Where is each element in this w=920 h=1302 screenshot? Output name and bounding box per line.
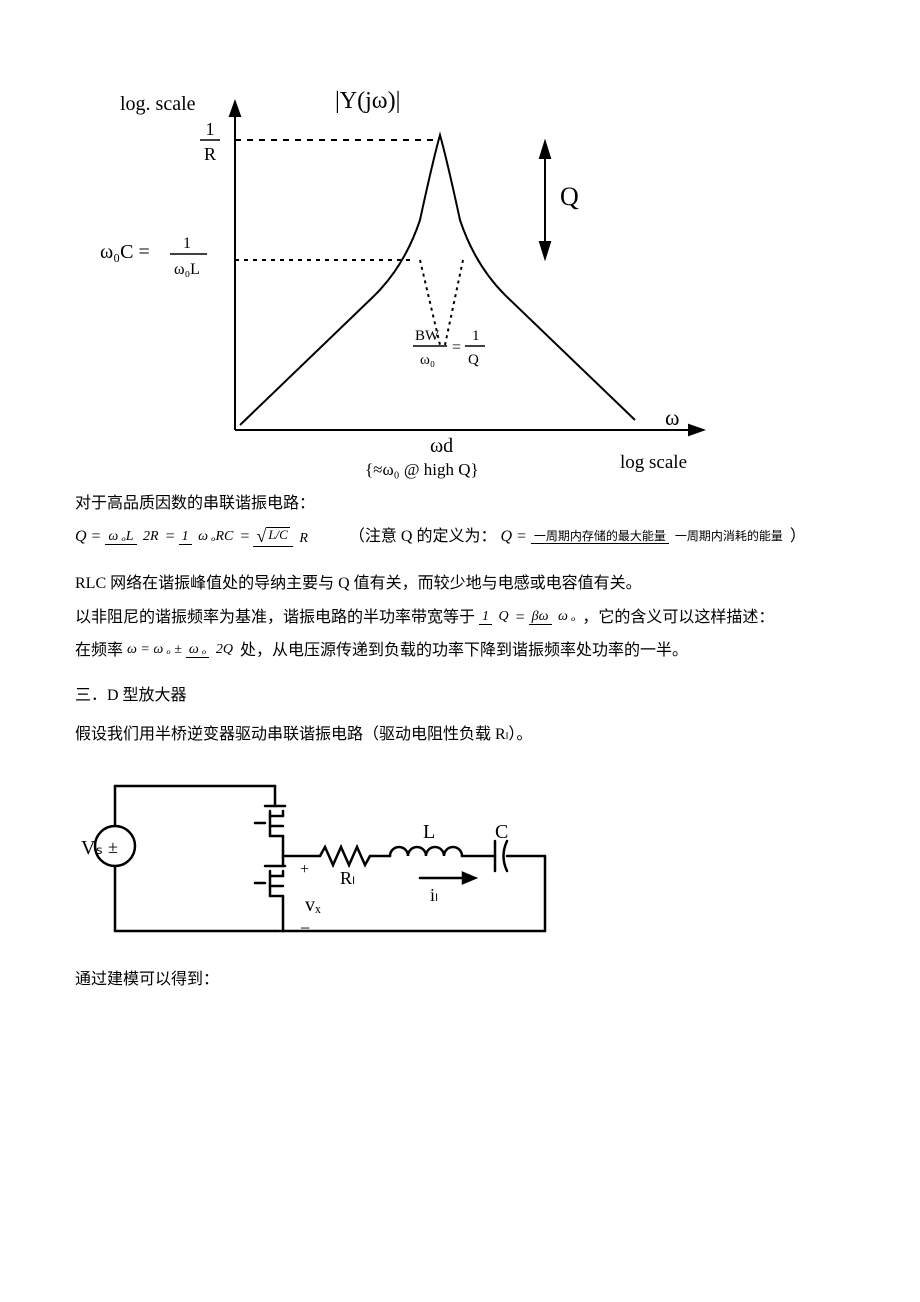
svg-text:±: ± bbox=[108, 837, 118, 857]
chart-title: |Y(jω)| bbox=[335, 88, 400, 114]
section-title-d-amp: 三．D 型放大器 bbox=[75, 682, 845, 709]
para-bandwidth: 以非阻尼的谐振频率为基准，谐振电路的半功率带宽等于 1 Q = βω ω ₒ ，… bbox=[75, 604, 845, 631]
para-model: 通过建模可以得到： bbox=[75, 966, 845, 993]
l-label: L bbox=[423, 821, 435, 843]
mid-label: ω₀C = bbox=[100, 241, 150, 263]
para-high-q: 对于高品质因数的串联谐振电路： bbox=[75, 490, 845, 517]
svg-text:ω₀L: ω₀L bbox=[174, 261, 200, 278]
para-assume: 假设我们用半桥逆变器驱动串联谐振电路（驱动电阻性负载 Rₗ）。 bbox=[75, 721, 845, 748]
svg-text:ω₀: ω₀ bbox=[420, 352, 435, 368]
svg-text:1: 1 bbox=[183, 235, 191, 252]
x-sub-label: {≈ω₀ @ high Q} bbox=[365, 460, 479, 479]
svg-text:R: R bbox=[204, 144, 216, 164]
figure-resonance-plot: log. scale |Y(jω)| 1 R ω₀C = 1 ω₀L Q BW … bbox=[75, 80, 845, 480]
svg-text:BW: BW bbox=[415, 328, 440, 344]
x-right-label: ω bbox=[665, 405, 679, 430]
xaxis-scale-label: log scale bbox=[620, 452, 687, 473]
vx-label: vₓ bbox=[305, 894, 321, 916]
svg-text:=: = bbox=[452, 339, 461, 356]
yaxis-scale-label: log. scale bbox=[120, 93, 196, 115]
c-label: C bbox=[495, 821, 508, 843]
rl-label: Rₗ bbox=[340, 868, 355, 888]
svg-text:+: + bbox=[300, 861, 309, 878]
para-rlc: RLC 网络在谐振峰值处的导纳主要与 Q 值有关，而较少地与电感或电容值有关。 bbox=[75, 570, 845, 597]
x-peak-label: ωd bbox=[430, 435, 453, 457]
il-label: iₗ bbox=[430, 885, 438, 905]
svg-text:−: − bbox=[300, 918, 310, 938]
svg-text:Q: Q bbox=[468, 352, 479, 368]
para-half-power: 在频率 ω = ω ₒ ± ω ₒ 2Q 处，从电压源传递到负载的功率下降到谐振… bbox=[75, 637, 845, 664]
svg-text:1: 1 bbox=[472, 328, 480, 344]
q-label: Q bbox=[560, 182, 579, 211]
figure-circuit: Vₛ ± + Rₗ vₓ − L C iₗ bbox=[75, 756, 845, 956]
svg-text:1: 1 bbox=[206, 119, 215, 139]
q-formula: Q = ω ₒL 2R = 1 ω ₒRC = √L/C R （注意 Q 的定义… bbox=[75, 523, 845, 550]
vs-label: Vₛ bbox=[81, 837, 103, 859]
